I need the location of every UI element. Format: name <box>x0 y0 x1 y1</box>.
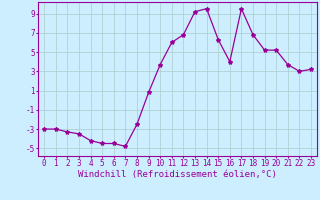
X-axis label: Windchill (Refroidissement éolien,°C): Windchill (Refroidissement éolien,°C) <box>78 170 277 179</box>
